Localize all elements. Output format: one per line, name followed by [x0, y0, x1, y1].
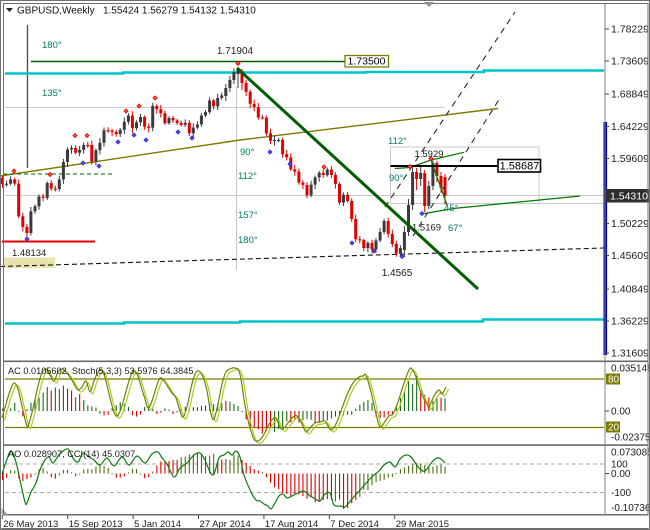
- svg-text:GBPUSD,Weekly 1.55424 1.5627: GBPUSD,Weekly 1.55424 1.56279 1.54132 1.…: [17, 6, 256, 17]
- svg-text:180°: 180°: [42, 40, 62, 51]
- svg-text:5 Jan 2014: 5 Jan 2014: [134, 519, 181, 530]
- svg-text:AO 0.028907, CCI(14) 45.0307: AO 0.028907, CCI(14) 45.0307: [8, 449, 135, 459]
- svg-text:27 Apr 2014: 27 Apr 2014: [200, 519, 251, 530]
- svg-text:1.45609: 1.45609: [611, 250, 649, 262]
- svg-text:67°: 67°: [448, 223, 463, 234]
- svg-text:AC 0.0105602, Stoch(5,3,3) 53.: AC 0.0105602, Stoch(5,3,3) 53.5976 64.38…: [8, 366, 193, 376]
- svg-text:1.36229: 1.36229: [611, 316, 649, 328]
- svg-text:17 Aug 2014: 17 Aug 2014: [265, 519, 318, 530]
- svg-text:29 Mar 2015: 29 Mar 2015: [396, 519, 449, 530]
- svg-text:0.035148: 0.035148: [611, 364, 650, 375]
- svg-text:100: 100: [611, 460, 628, 471]
- svg-text:7 Dec 2014: 7 Dec 2014: [330, 519, 379, 530]
- svg-text:1.64229: 1.64229: [611, 121, 649, 133]
- svg-text:1.78229: 1.78229: [611, 24, 649, 36]
- svg-text:-0.107361: -0.107361: [611, 503, 650, 514]
- svg-text:1.48134: 1.48134: [12, 248, 46, 259]
- svg-text:0.00: 0.00: [611, 469, 631, 480]
- svg-text:0.073085: 0.073085: [611, 448, 650, 459]
- svg-text:1.4565: 1.4565: [382, 268, 413, 279]
- svg-text:90°: 90°: [389, 173, 404, 184]
- svg-text:0.00: 0.00: [611, 407, 631, 418]
- svg-text:-0.023755: -0.023755: [611, 433, 650, 444]
- svg-text:112°: 112°: [238, 171, 257, 182]
- svg-text:135°: 135°: [42, 88, 62, 99]
- svg-text:1.73500: 1.73500: [348, 56, 386, 68]
- svg-text:1.40849: 1.40849: [611, 284, 649, 296]
- svg-text:1.71904: 1.71904: [217, 46, 254, 57]
- svg-text:26 May 2013: 26 May 2013: [3, 519, 58, 530]
- svg-text:1.5929: 1.5929: [414, 149, 443, 160]
- svg-text:1.59609: 1.59609: [611, 153, 649, 165]
- svg-text:1.68849: 1.68849: [611, 89, 649, 101]
- svg-text:-100: -100: [611, 488, 631, 499]
- svg-text:45°: 45°: [444, 203, 459, 214]
- svg-text:157°: 157°: [238, 210, 258, 221]
- svg-text:112°: 112°: [388, 136, 407, 147]
- svg-text:1.54310: 1.54310: [610, 191, 648, 203]
- svg-text:80: 80: [608, 374, 620, 385]
- svg-text:1.5169: 1.5169: [412, 223, 441, 234]
- svg-text:15 Sep 2013: 15 Sep 2013: [69, 519, 123, 530]
- svg-text:180°: 180°: [238, 235, 258, 246]
- svg-text:90°: 90°: [240, 147, 255, 158]
- svg-text:1.73609: 1.73609: [611, 56, 649, 68]
- svg-text:1.31609: 1.31609: [611, 348, 649, 360]
- svg-text:1.58687: 1.58687: [500, 160, 540, 172]
- svg-text:1.50229: 1.50229: [611, 218, 649, 230]
- svg-text:20: 20: [608, 422, 620, 433]
